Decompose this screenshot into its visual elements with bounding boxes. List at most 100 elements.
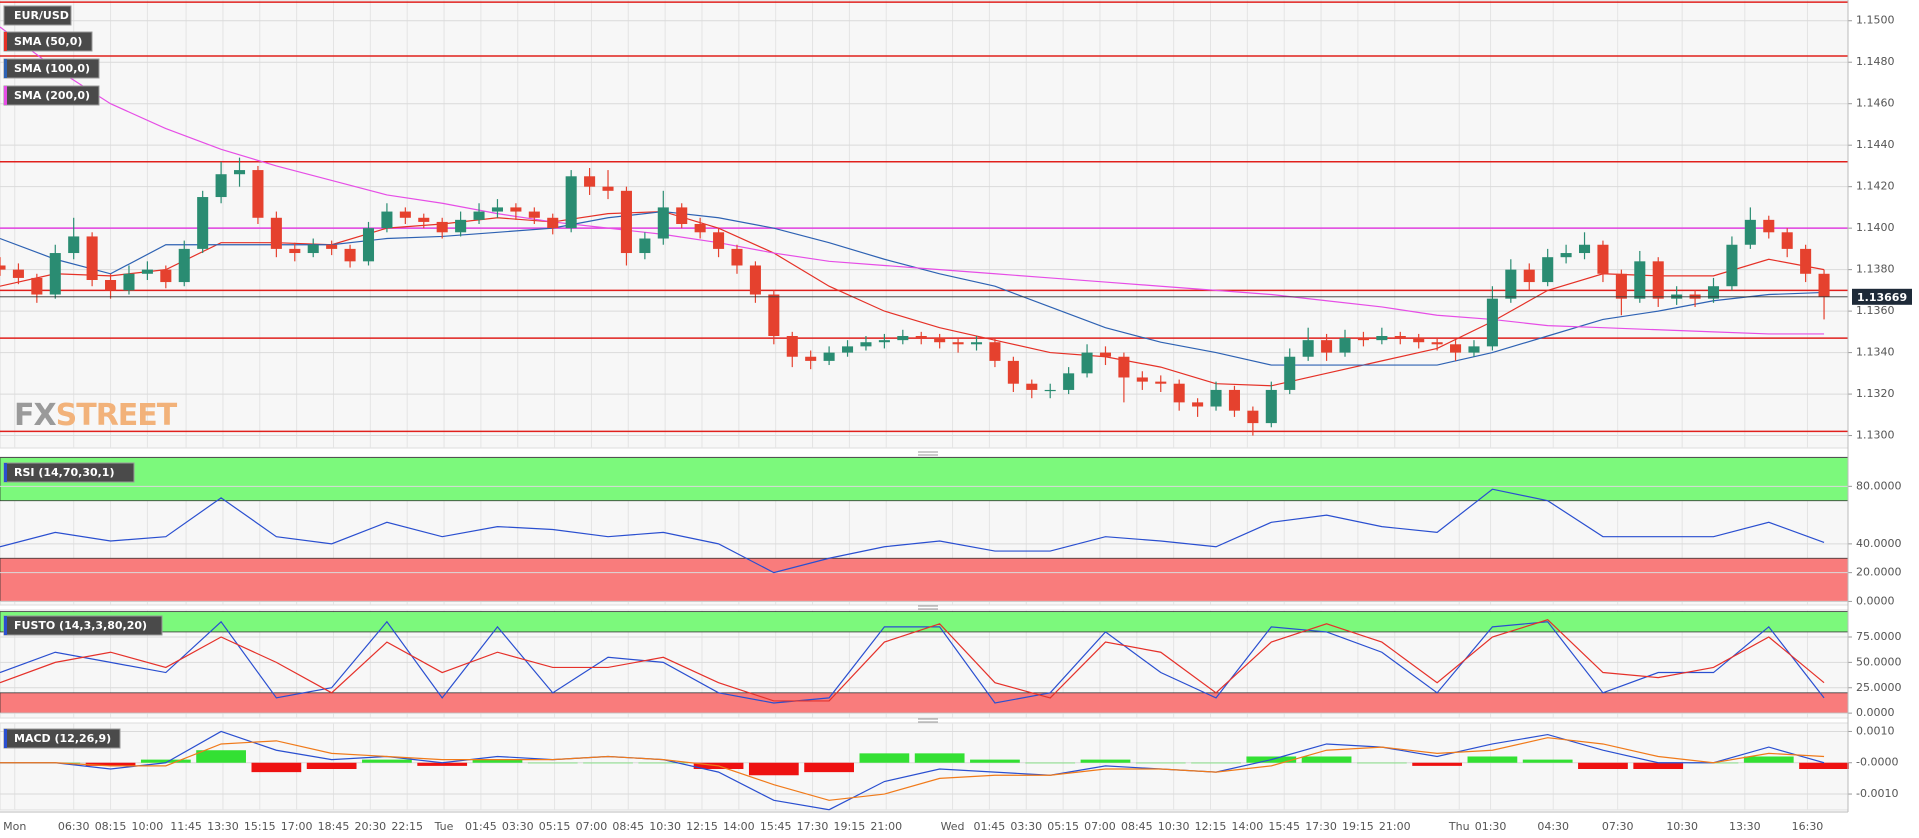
candle-body xyxy=(510,207,522,212)
histogram-bar xyxy=(970,759,1020,763)
legend-swatch xyxy=(4,32,7,51)
y-tick-label: 1.1500 xyxy=(1856,14,1895,27)
legend-swatch xyxy=(4,59,7,78)
histogram-bar xyxy=(362,759,412,763)
histogram-bar xyxy=(914,753,965,763)
x-tick-label: 10:30 xyxy=(1666,820,1698,833)
candle-body xyxy=(123,273,135,291)
candle-body xyxy=(473,211,485,220)
candle-body xyxy=(1450,344,1462,353)
legend-label: MACD (12,26,9) xyxy=(14,732,111,745)
x-tick-label: 08:45 xyxy=(612,820,644,833)
x-tick-label: 15:45 xyxy=(1268,820,1300,833)
candle-body xyxy=(657,207,669,239)
legend-label: FUSTO (14,3,3,80,20) xyxy=(14,619,147,632)
candle-body xyxy=(1376,336,1388,341)
candle-body xyxy=(326,244,338,249)
candle-body xyxy=(289,248,301,254)
candle-body xyxy=(233,170,246,175)
candle-body xyxy=(620,190,632,254)
candle-body xyxy=(1615,273,1627,299)
histogram-bar xyxy=(804,762,854,773)
y-tick-label: 1.1460 xyxy=(1856,97,1895,110)
sma-line xyxy=(0,210,1825,387)
y-tick-label: 20.0000 xyxy=(1856,566,1902,579)
histogram-bar xyxy=(1191,762,1241,764)
candle-body xyxy=(676,207,688,224)
sma-line xyxy=(0,210,1825,366)
candle-body xyxy=(1173,383,1185,403)
candle-body xyxy=(639,238,651,254)
candle-body xyxy=(1394,336,1406,339)
y-tick-label: 1.1480 xyxy=(1856,55,1895,68)
candle-body xyxy=(68,236,80,254)
candle-body xyxy=(749,265,761,295)
candle-body xyxy=(49,253,61,295)
x-tick-label: 17:30 xyxy=(1305,820,1337,833)
candle-body xyxy=(934,338,946,343)
histogram-bar xyxy=(417,762,468,766)
legend-swatch xyxy=(4,86,7,105)
zone xyxy=(0,557,1849,602)
candle-body xyxy=(141,269,153,274)
x-tick-label: 13:30 xyxy=(207,820,239,833)
candle-body xyxy=(344,248,356,262)
y-tick-label: 1.1380 xyxy=(1856,263,1895,276)
histogram-bar xyxy=(306,762,357,770)
candle-body xyxy=(362,228,375,262)
candle-body xyxy=(786,336,798,357)
x-tick-label: 22:15 xyxy=(391,820,423,833)
histogram-bar xyxy=(1522,759,1573,763)
candle-body xyxy=(547,217,559,229)
histogram-bar xyxy=(1633,762,1684,770)
candle-body xyxy=(1321,340,1333,353)
x-tick-label: 15:15 xyxy=(244,820,276,833)
x-tick-label: 05:15 xyxy=(539,820,571,833)
indicator-line xyxy=(0,620,1825,704)
candle-body xyxy=(989,342,1001,361)
candle-body xyxy=(436,221,448,233)
candle-body xyxy=(1155,381,1167,384)
y-tick-label: 0.0010 xyxy=(1856,724,1895,737)
candle-body xyxy=(1136,377,1148,382)
histogram-bar xyxy=(1578,762,1628,770)
candle-body xyxy=(1560,253,1572,258)
histogram-bar xyxy=(251,762,302,773)
candle-body xyxy=(1763,219,1775,233)
x-tick-label: 05:15 xyxy=(1047,820,1079,833)
x-tick-label: 21:00 xyxy=(870,820,902,833)
x-tick-label: 13:30 xyxy=(1729,820,1761,833)
panel-grips xyxy=(918,451,938,723)
candle-body xyxy=(1339,338,1351,353)
x-tick-label: 19:15 xyxy=(834,820,866,833)
candle-body xyxy=(1781,232,1793,249)
y-tick-label: 75.0000 xyxy=(1856,630,1902,643)
x-tick-label: Tue xyxy=(434,820,454,833)
y-tick-label: 25.0000 xyxy=(1856,681,1902,694)
candle-body xyxy=(970,342,983,345)
y-tick-label: 1.1420 xyxy=(1856,180,1895,193)
histogram-bar xyxy=(1412,762,1463,766)
histogram-bar xyxy=(638,762,689,764)
histogram-bar xyxy=(1135,762,1186,764)
x-tick-label: 17:30 xyxy=(797,820,829,833)
y-tick-label: 0.0000 xyxy=(1856,594,1895,607)
legend-box xyxy=(3,5,72,26)
x-tick-label: 14:00 xyxy=(723,820,755,833)
candle-body xyxy=(915,336,927,339)
candle-body xyxy=(1486,298,1498,347)
candle-body xyxy=(197,197,209,249)
histogram-bar xyxy=(85,762,136,766)
x-tick-label: 10:30 xyxy=(649,820,681,833)
y-tick-label: 1.1320 xyxy=(1856,387,1895,400)
candle-body xyxy=(878,340,890,343)
histogram-bar xyxy=(1356,762,1407,764)
watermark-prefix: FX xyxy=(14,398,56,433)
watermark-suffix: STREET xyxy=(56,398,178,433)
panel-background xyxy=(0,0,1849,449)
x-tick-label: 07:00 xyxy=(1084,820,1116,833)
x-tick-label: 01:45 xyxy=(974,820,1006,833)
candle-body xyxy=(768,294,780,336)
